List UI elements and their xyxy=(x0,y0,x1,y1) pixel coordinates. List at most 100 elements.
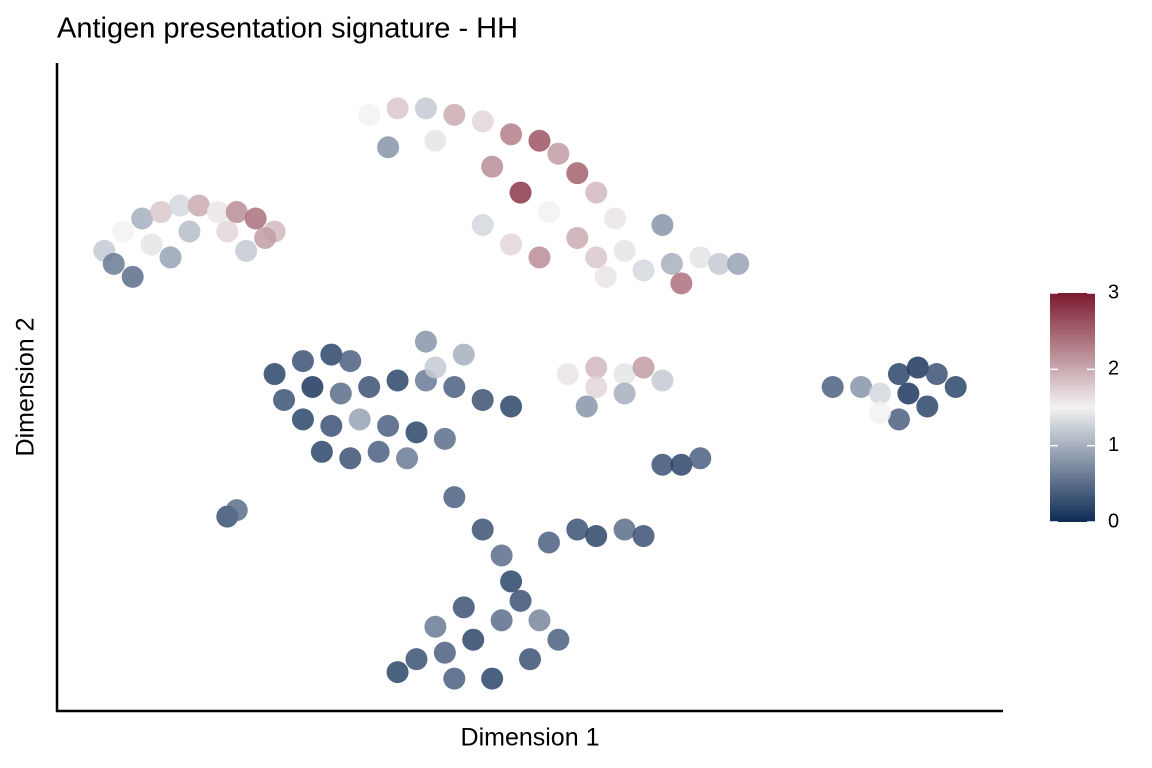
point xyxy=(433,427,456,450)
point xyxy=(500,123,523,146)
point xyxy=(632,356,655,379)
point xyxy=(585,376,608,398)
point xyxy=(443,103,466,126)
point xyxy=(225,499,248,522)
point xyxy=(443,667,466,690)
point xyxy=(329,382,352,405)
point xyxy=(887,408,910,431)
point xyxy=(566,518,589,541)
point xyxy=(651,214,674,236)
point xyxy=(112,220,135,243)
point xyxy=(869,401,892,424)
point xyxy=(433,641,456,664)
point xyxy=(613,382,636,405)
point xyxy=(897,382,920,405)
point xyxy=(216,220,239,243)
point xyxy=(660,252,683,275)
point xyxy=(150,201,173,224)
point xyxy=(443,486,466,509)
point xyxy=(585,181,608,204)
point xyxy=(481,667,504,690)
point xyxy=(443,376,466,398)
point xyxy=(471,110,494,133)
colorbar xyxy=(1050,293,1095,522)
point xyxy=(613,518,636,541)
point xyxy=(452,596,475,619)
point xyxy=(566,226,589,249)
point xyxy=(547,628,570,651)
point xyxy=(187,194,210,217)
point xyxy=(358,103,381,126)
point xyxy=(519,648,541,671)
point xyxy=(537,531,560,554)
point xyxy=(235,239,258,262)
point xyxy=(102,252,125,275)
point xyxy=(301,376,324,398)
point xyxy=(500,233,523,256)
point xyxy=(320,414,343,437)
point xyxy=(273,388,296,411)
point xyxy=(509,181,532,204)
point xyxy=(916,395,939,418)
point xyxy=(405,648,428,671)
point xyxy=(386,369,409,392)
point xyxy=(377,414,400,437)
point xyxy=(405,421,428,444)
point xyxy=(471,518,494,541)
point xyxy=(481,155,504,178)
point xyxy=(490,609,513,632)
point xyxy=(594,265,617,288)
point xyxy=(168,194,191,217)
point xyxy=(585,525,608,548)
point xyxy=(424,615,447,638)
point xyxy=(585,356,608,379)
point xyxy=(339,447,362,470)
point xyxy=(566,162,589,185)
point xyxy=(367,440,390,463)
point xyxy=(386,97,409,120)
point xyxy=(254,226,277,249)
colorbar-tick-label: 1 xyxy=(1108,434,1119,456)
point xyxy=(575,395,598,418)
point xyxy=(547,142,570,165)
point xyxy=(471,388,494,411)
chart-title: Antigen presentation signature - HH xyxy=(57,13,518,45)
point xyxy=(689,246,712,269)
point xyxy=(471,214,494,236)
point xyxy=(452,343,475,366)
point xyxy=(850,376,873,398)
point xyxy=(528,609,551,632)
point xyxy=(821,376,844,398)
point xyxy=(386,661,409,684)
point xyxy=(689,447,712,470)
point xyxy=(632,525,655,548)
point xyxy=(670,453,693,476)
point xyxy=(140,233,163,256)
point xyxy=(121,265,144,288)
point xyxy=(925,363,948,386)
point xyxy=(651,453,674,476)
point xyxy=(670,272,693,295)
point xyxy=(462,628,485,651)
point xyxy=(320,343,343,366)
point xyxy=(310,440,333,463)
point xyxy=(509,589,532,612)
y-axis-label: Dimension 2 xyxy=(12,318,40,457)
colorbar-tick-label: 0 xyxy=(1108,510,1119,532)
point xyxy=(500,570,523,593)
point xyxy=(727,252,750,275)
point xyxy=(225,201,248,224)
point xyxy=(500,395,523,418)
point xyxy=(291,350,314,373)
point xyxy=(944,376,967,398)
point xyxy=(377,136,400,159)
point xyxy=(613,239,636,262)
point xyxy=(414,330,437,353)
point xyxy=(348,408,371,431)
colorbar-tick-label: 3 xyxy=(1108,281,1119,303)
point xyxy=(869,382,892,405)
point xyxy=(604,207,627,230)
point xyxy=(244,207,267,230)
point xyxy=(339,350,362,373)
